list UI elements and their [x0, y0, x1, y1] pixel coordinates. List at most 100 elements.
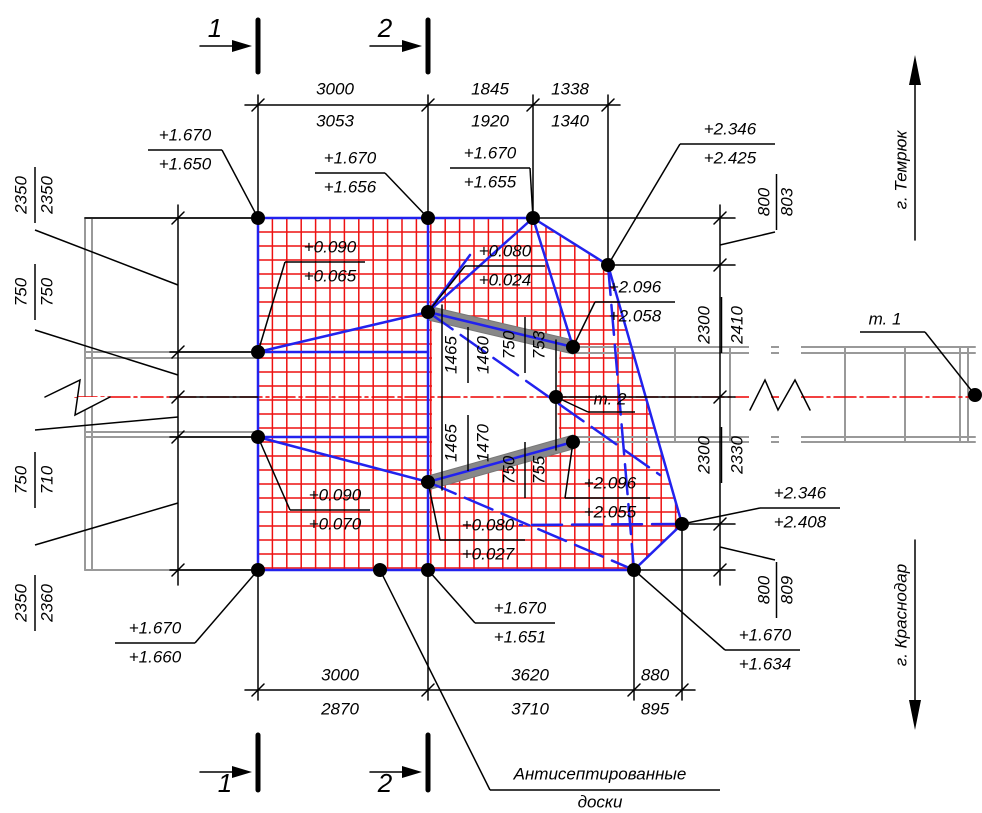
level-design: +2.096 — [609, 277, 662, 296]
level-actual: +2.058 — [609, 306, 662, 325]
section-mark: 1 — [218, 768, 232, 798]
node — [566, 435, 580, 449]
level-design: +0.090 — [304, 237, 357, 256]
leader — [529, 167, 534, 219]
level-actual: +0.070 — [309, 514, 362, 533]
nodes — [251, 211, 982, 577]
point-label: т. 2 — [594, 389, 627, 408]
leader — [607, 143, 681, 266]
level-design: +0.080 — [462, 515, 515, 534]
dim-actual: 3710 — [511, 699, 549, 718]
level-actual: +1.634 — [739, 654, 791, 673]
level-actual: +1.655 — [464, 172, 517, 191]
dim-design: 1465 — [441, 336, 460, 374]
leader — [379, 569, 491, 791]
level-design: +1.670 — [129, 618, 182, 637]
node — [373, 563, 387, 577]
node — [968, 388, 982, 402]
dim-design: 800 — [754, 575, 773, 604]
leader — [34, 329, 179, 376]
dim-design: 3620 — [511, 665, 549, 684]
leader — [34, 229, 179, 286]
leader — [257, 436, 291, 511]
node — [421, 563, 435, 577]
node — [566, 340, 580, 354]
labels: +1.670 +1.650 +1.670 +1.656 +1.670 +1.655 +2.3… — [11, 13, 976, 811]
level-actual: +1.656 — [324, 177, 377, 196]
leader — [34, 502, 179, 546]
node — [421, 305, 435, 319]
dim-actual: 2330 — [727, 436, 746, 475]
leader — [681, 507, 761, 525]
dim-design: 750 — [499, 330, 518, 359]
node — [251, 211, 265, 225]
leader — [194, 569, 259, 644]
level-actual: +1.660 — [129, 647, 182, 666]
node — [421, 211, 435, 225]
level-design: +1.670 — [464, 143, 517, 162]
node — [251, 345, 265, 359]
dim-design: 2350 — [11, 176, 30, 215]
dim-actual: 2410 — [727, 306, 746, 345]
node — [251, 563, 265, 577]
leader — [427, 569, 476, 624]
leader — [427, 481, 441, 541]
point-label: т. 1 — [869, 309, 902, 328]
level-actual: +2.425 — [704, 148, 757, 167]
level-design: +1.670 — [324, 148, 377, 167]
level-actual: +0.065 — [304, 266, 357, 285]
leader — [564, 441, 574, 499]
level-design: +2.096 — [584, 473, 637, 492]
leader — [719, 231, 776, 246]
leader — [633, 569, 726, 651]
leader — [221, 149, 259, 219]
level-actual: +0.027 — [462, 544, 515, 563]
dim-actual: 3053 — [316, 111, 354, 130]
dim-actual: 803 — [777, 187, 796, 216]
dim-actual: 710 — [37, 465, 56, 494]
note: Антисептированные — [513, 764, 687, 783]
level-design: +1.670 — [494, 598, 547, 617]
leader — [427, 265, 466, 313]
node — [627, 563, 641, 577]
node — [251, 430, 265, 444]
leader — [572, 301, 596, 348]
dim-actual: 2350 — [37, 176, 56, 215]
dim-actual: 2360 — [37, 584, 56, 623]
dim-actual: 1460 — [473, 336, 492, 374]
section-mark: 1 — [208, 13, 222, 43]
dim-design: 2350 — [11, 584, 30, 623]
dim-design: 750 — [499, 455, 518, 484]
node — [601, 258, 615, 272]
level-design: +2.346 — [704, 119, 757, 138]
direction: г. Темрюк — [891, 130, 910, 210]
level-actual: +2.055 — [584, 502, 637, 521]
node — [675, 517, 689, 531]
level-actual: +0.024 — [479, 270, 531, 289]
node — [526, 211, 540, 225]
leader — [384, 172, 429, 219]
leader — [34, 416, 179, 431]
dim-design: 800 — [754, 187, 773, 216]
dim-actual: 1920 — [471, 111, 509, 130]
dim-design: 3000 — [316, 79, 354, 98]
section-mark: 2 — [377, 768, 393, 798]
dim-design: 880 — [641, 665, 670, 684]
dim-design: 1465 — [441, 424, 460, 462]
dim-actual: 809 — [777, 575, 796, 604]
section-mark: 2 — [377, 13, 393, 43]
dim-design: 1845 — [471, 79, 509, 98]
level-design: +1.670 — [159, 125, 212, 144]
direction: г. Краснодар — [891, 564, 910, 666]
dim-design: 3000 — [321, 665, 359, 684]
dim-design: 2300 — [694, 436, 713, 475]
note: доски — [578, 792, 623, 811]
dim-design: 750 — [11, 465, 30, 494]
node — [421, 475, 435, 489]
node — [549, 390, 563, 404]
level-design: +0.080 — [479, 241, 532, 260]
level-actual: +1.650 — [159, 154, 212, 173]
dim-actual: 895 — [641, 699, 670, 718]
level-design: +1.670 — [739, 625, 792, 644]
